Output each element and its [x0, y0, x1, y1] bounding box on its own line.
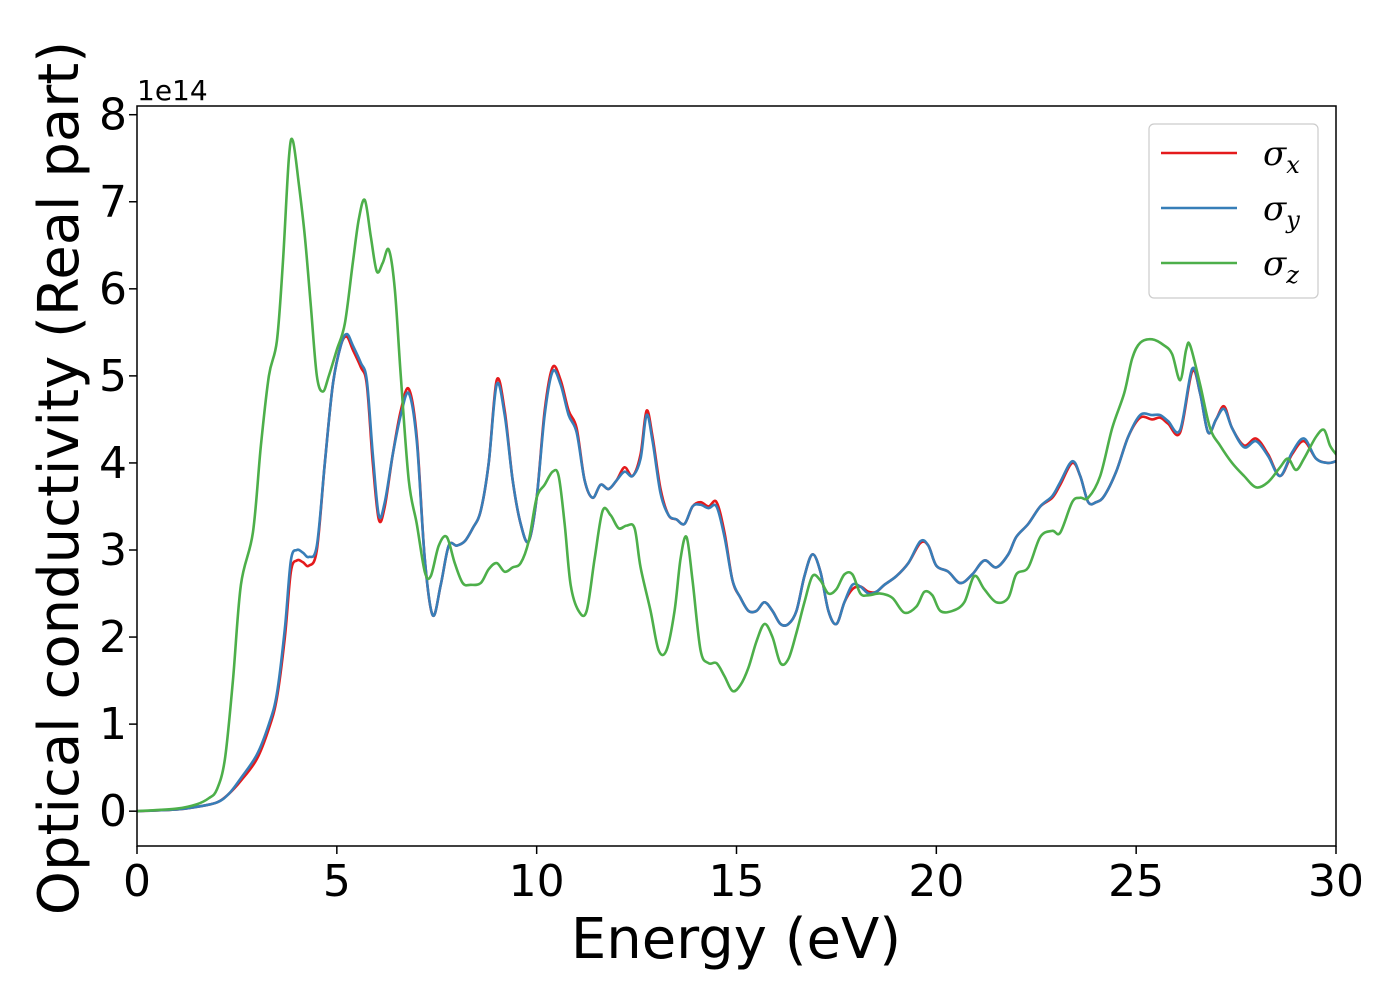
x-tick-label: 0 [123, 856, 151, 907]
x-tick-label: 15 [709, 856, 765, 907]
y-tick-label: 0 [99, 786, 127, 837]
x-tick-label: 30 [1308, 856, 1364, 907]
y-tick-label: 4 [99, 438, 127, 489]
y-axis-title: Optical conductivity (Real part) [27, 41, 92, 915]
x-tick-label: 20 [908, 856, 964, 907]
y-tick-label: 6 [99, 264, 127, 315]
y-tick-label: 7 [99, 177, 127, 228]
y-axis-ticks: 0 1 2 3 4 5 6 7 8 [99, 90, 137, 837]
x-axis-title: Energy (eV) [571, 907, 901, 972]
series-line-y [137, 332, 1336, 813]
x-axis-ticks: 0 5 10 15 20 25 30 [123, 846, 1364, 907]
y-tick-label: 3 [99, 525, 127, 576]
legend: σx σy σz [1148, 123, 1319, 299]
legend-label-x: σx [1263, 134, 1300, 179]
series-line-z [137, 137, 1336, 813]
y-tick-label: 2 [99, 612, 127, 663]
y-tick-label: 1 [99, 699, 127, 750]
y-tick-label: 8 [99, 90, 127, 141]
legend-box [1148, 123, 1319, 299]
y-offset-label: 1e14 [137, 74, 208, 107]
legend-label-y: σy [1263, 189, 1300, 234]
legend-label-z: σz [1263, 244, 1299, 289]
x-tick-label: 25 [1108, 856, 1164, 907]
series-layer [137, 137, 1336, 813]
x-tick-label: 10 [509, 856, 565, 907]
series-line-x [137, 335, 1336, 813]
x-tick-label: 5 [323, 856, 351, 907]
y-tick-label: 5 [99, 351, 127, 402]
